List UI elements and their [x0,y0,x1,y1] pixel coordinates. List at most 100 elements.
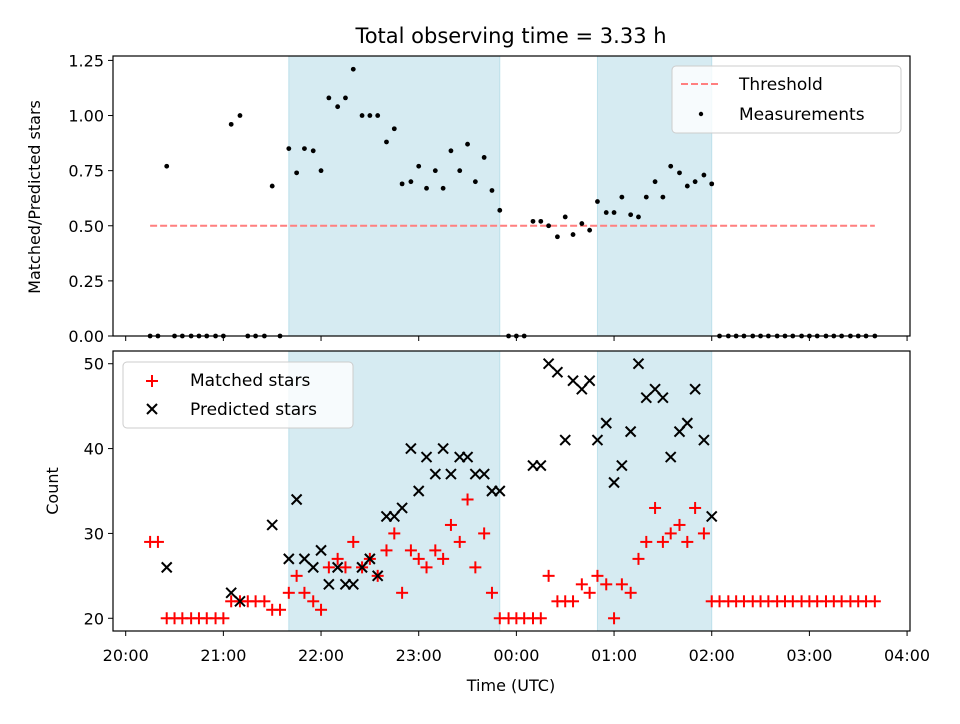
legend-predicted-label: Predicted stars [190,400,317,420]
measurement-point [237,113,243,118]
measurement-point [562,214,568,220]
y-tick-label: 0.00 [68,327,104,346]
predicted-stars-point [591,434,604,446]
measurement-point [335,104,341,110]
measurement-point [579,221,585,226]
measurement-point [709,181,715,187]
matched-stars-point [534,612,547,625]
matched-stars-point [649,501,662,514]
bottom-panel: 20 30 40 50 20:00 21:00 22:00 23:00 00:00 01:00 0… [43,350,930,695]
predicted-stars-point [347,578,359,591]
predicted-stars-point [323,578,335,591]
matched-stars-point [420,561,433,574]
matched-stars-point [412,552,425,565]
matched-stars-point [656,535,669,548]
y-tick-label: 0.75 [68,162,104,181]
matched-stars-point [681,535,694,548]
measurement-point [595,199,600,204]
predicted-stars-point [689,383,701,395]
top-y-axis-label: Matched/Predicted stars [25,100,44,294]
predicted-stars-point [494,485,506,497]
predicted-stars-point [624,425,637,438]
matched-stars-point [600,578,613,591]
predicted-stars-point [698,434,710,446]
matched-stars-point [608,612,621,625]
measurement-point [530,218,536,224]
measurement-point [465,141,470,147]
measurement-point [457,168,463,174]
legend-measurements-swatch [698,111,704,117]
matched-stars-point [461,493,474,506]
measurement-point [611,210,617,215]
measurement-point [440,185,446,191]
matched-stars-point [380,544,393,557]
x-tick-label: 21:00 [200,646,246,665]
x-tick-label: 03:00 [786,646,832,665]
measurement-point [692,179,698,185]
matched-stars-point [151,535,164,548]
matched-stars-point [567,595,580,608]
matched-stars-point [868,595,881,608]
x-tick-label: 02:00 [689,646,735,665]
matched-stars-point [298,586,311,599]
bottom-axes-frame [112,350,911,632]
measurement-point [660,194,666,200]
predicted-stars-point [266,519,278,531]
measurement-point [570,232,576,237]
predicted-stars-point [225,587,237,599]
matched-stars-point [624,586,637,599]
measurement-point [636,214,641,220]
predicted-stars-point [371,570,384,582]
matched-stars-point [640,535,653,548]
measurement-point [538,218,544,224]
top-x-ticks [125,336,908,341]
count-points [144,358,881,625]
predicted-stars-point [413,485,425,497]
predicted-stars-point [298,553,311,565]
matched-stars-point [469,561,482,574]
matched-stars-point [697,527,710,540]
legend-matched-swatch [146,375,158,387]
measurement-point [701,172,707,178]
shaded-interval-2 [596,350,713,632]
matched-stars-point [689,501,702,514]
matched-stars-point [339,561,352,574]
measurement-point [408,179,414,185]
legend-predicted-swatch [146,403,158,415]
predicted-stars-point [420,451,433,463]
measurement-point [286,146,292,151]
x-axis-label: Time (UTC) [466,676,555,695]
predicted-stars-point [396,502,408,514]
measurement-point [497,207,503,213]
predicted-stars-point [583,374,596,387]
measurement-point [269,183,275,189]
measurement-point [472,179,478,185]
matched-stars-point [583,586,596,599]
y-tick-label: 0.50 [68,217,104,236]
predicted-stars-point [461,451,474,463]
matched-stars-point [396,586,409,599]
predicted-stars-point [616,459,628,472]
top-axes-frame [112,55,911,337]
top-shaded-regions [288,55,713,337]
predicted-stars-point [608,476,620,489]
predicted-stars-point [331,561,344,574]
matched-stars-point [673,518,686,531]
predicted-stars-point [290,493,303,506]
matched-stars-point [437,552,450,565]
measurement-point [668,163,674,169]
measurement-point [481,155,487,160]
predicted-stars-point [445,468,457,480]
predicted-stars-point [283,553,295,565]
bottom-y-axis-label: Count [43,467,62,515]
predicted-stars-point [161,561,173,574]
measurement-point [546,223,552,229]
bottom-legend-box [122,361,354,429]
measurement-point [424,185,429,191]
top-panel: 0.00 0.25 0.50 0.75 1.00 1.25 Matched/Predict… [25,51,911,346]
measurement-point [384,139,389,145]
y-tick-label: 0.25 [68,272,104,291]
x-tick-label: 23:00 [396,646,442,665]
matched-stars-point [478,527,491,540]
